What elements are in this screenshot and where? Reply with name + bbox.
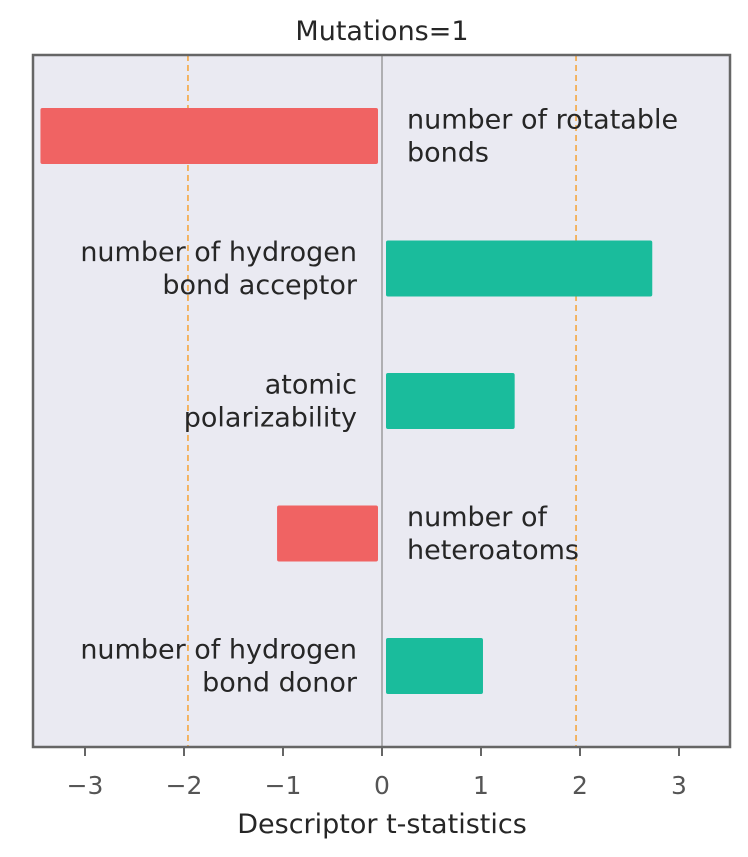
bars xyxy=(40,108,653,694)
x-tick-label: −2 xyxy=(166,771,203,800)
bar-label-line: polarizability xyxy=(184,403,357,434)
bar-labels: number of rotatable bonds number of hydrog… xyxy=(80,105,678,699)
bar-label-line: number of rotatable xyxy=(407,105,678,136)
bar-label-line: bond donor xyxy=(202,668,358,699)
bar-label-line: atomic xyxy=(265,370,357,401)
x-tick-label: −1 xyxy=(265,771,302,800)
bar-label: number of rotatable bonds xyxy=(407,105,678,169)
bar xyxy=(277,505,378,562)
bar xyxy=(386,240,653,297)
chart-title: Mutations=1 xyxy=(295,16,468,47)
x-tick-label: 1 xyxy=(473,771,489,800)
bar-label: number of hydrogen bond acceptor xyxy=(80,237,358,301)
bar-label-line: heteroatoms xyxy=(407,535,579,566)
x-axis-title: Descriptor t-statistics xyxy=(237,809,527,840)
bar xyxy=(40,108,378,164)
x-tick-label: 3 xyxy=(671,771,687,800)
bar-label-line: number of hydrogen xyxy=(80,635,357,666)
x-tick-label: −3 xyxy=(67,771,104,800)
bar-label-line: number of hydrogen xyxy=(80,237,357,268)
bar-label: number of heteroatoms xyxy=(407,502,579,566)
reference-lines xyxy=(187,55,577,747)
bar-label-line: number of xyxy=(407,502,548,533)
bar-label-line: bond acceptor xyxy=(162,270,358,301)
x-tick-label: 0 xyxy=(374,771,390,800)
x-tick-label: 2 xyxy=(572,771,588,800)
bar xyxy=(386,373,515,429)
bar-label: number of hydrogen bond donor xyxy=(80,635,358,699)
bar-label-line: bonds xyxy=(407,138,489,169)
bar-label: atomic polarizability xyxy=(184,370,357,434)
x-axis: −3 −2 −1 0 1 2 3 xyxy=(67,747,687,800)
bar xyxy=(386,638,483,694)
